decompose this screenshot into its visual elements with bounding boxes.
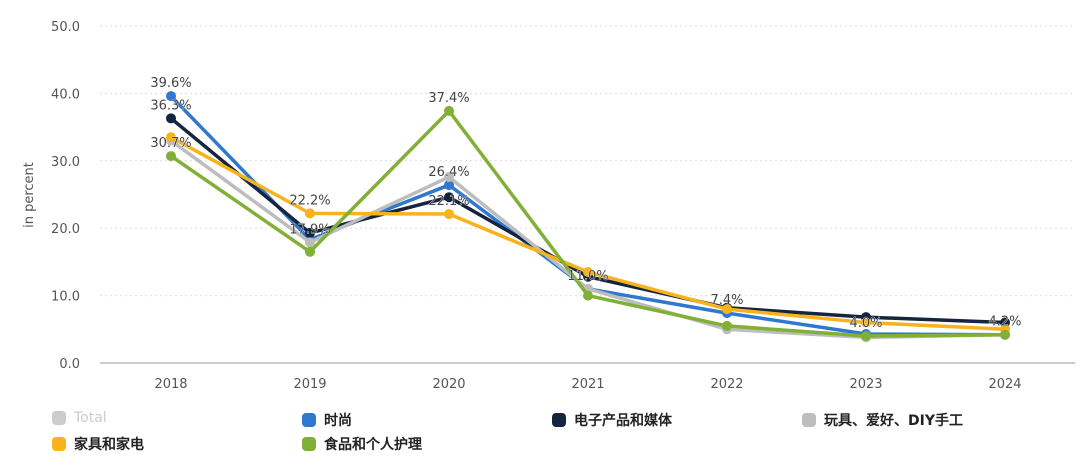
data-label: 7.4% <box>710 293 743 308</box>
series-line <box>169 139 1006 340</box>
legend-swatch <box>552 413 566 427</box>
data-point <box>583 267 593 278</box>
legend-item[interactable]: 时尚 <box>302 410 352 430</box>
data-point <box>444 180 454 191</box>
y-tick-label: 20.0 <box>51 222 80 237</box>
data-point <box>305 208 315 219</box>
y-tick-label: 10.0 <box>51 290 80 305</box>
data-label: 4.0% <box>849 316 882 331</box>
data-label: 26.4% <box>428 165 469 180</box>
legend-swatch <box>52 437 66 451</box>
legend-item[interactable]: 食品和个人护理 <box>302 434 422 454</box>
data-point <box>444 192 454 203</box>
legend-label: 电子产品和媒体 <box>574 413 672 429</box>
legend-label: 家具和家电 <box>74 437 144 453</box>
x-tick-label: 2024 <box>988 377 1021 392</box>
legend-item[interactable]: 电子产品和媒体 <box>552 410 672 430</box>
data-point <box>166 151 176 162</box>
data-point <box>166 132 176 143</box>
data-point <box>1000 329 1010 340</box>
legend-swatch <box>802 413 816 427</box>
data-point <box>444 171 454 182</box>
data-label: 36.3% <box>150 98 191 113</box>
y-axis-label: in percent <box>22 162 37 228</box>
data-point <box>305 237 315 248</box>
data-label: 22.2% <box>289 193 330 208</box>
legend-item[interactable]: 家具和家电 <box>52 434 144 454</box>
data-point <box>305 227 315 238</box>
data-point <box>444 209 454 220</box>
data-point <box>722 304 732 315</box>
legend-label: 食品和个人护理 <box>324 437 422 453</box>
y-tick-label: 50.0 <box>51 20 80 35</box>
x-tick-label: 2023 <box>849 377 882 392</box>
data-label: 39.6% <box>150 76 191 91</box>
legend-label: 玩具、爱好、DIY手工 <box>824 413 963 429</box>
legend-label: 时尚 <box>324 413 352 429</box>
x-tick-label: 2022 <box>710 377 743 392</box>
data-point <box>722 320 732 331</box>
data-label: 30.7% <box>150 136 191 151</box>
data-point <box>444 105 454 116</box>
x-tick-label: 2018 <box>154 377 187 392</box>
data-label: 37.4% <box>428 91 469 106</box>
data-point <box>166 113 176 124</box>
data-point <box>861 317 871 328</box>
y-tick-label: 30.0 <box>51 155 80 170</box>
data-label: 4.2% <box>988 315 1021 330</box>
legend-item[interactable]: 玩具、爱好、DIY手工 <box>802 410 963 430</box>
data-label: 22.1% <box>428 194 469 209</box>
y-tick-label: 0.0 <box>59 357 80 372</box>
data-label: 11.0% <box>567 269 608 284</box>
x-tick-label: 2021 <box>571 377 604 392</box>
line-chart: 0.0 10.0 20.0 30.0 40.0 50.0 in percent 2018 201… <box>22 20 1075 392</box>
data-point <box>305 246 315 257</box>
x-tick-label: 2019 <box>293 377 326 392</box>
legend-swatch <box>302 413 316 427</box>
data-point <box>861 331 871 342</box>
data-label: 17.9% <box>289 222 330 237</box>
x-tick-label: 2020 <box>432 377 465 392</box>
legend-swatch <box>302 437 316 451</box>
legend-item[interactable]: Total <box>52 410 107 426</box>
legend-swatch <box>52 411 66 425</box>
data-point <box>166 91 176 102</box>
data-point <box>583 290 593 301</box>
y-tick-label: 40.0 <box>51 87 80 102</box>
legend-label: Total <box>74 410 107 426</box>
